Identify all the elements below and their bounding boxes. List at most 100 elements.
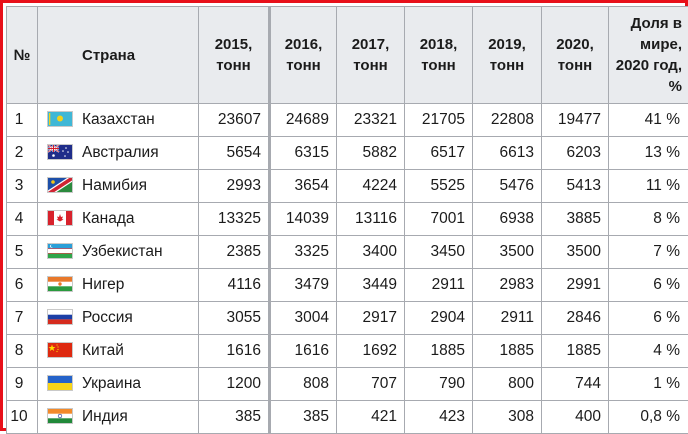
production-2020-cell: 2991 xyxy=(542,269,609,302)
production-2018-cell: 1885 xyxy=(405,335,473,368)
production-2017-cell: 13116 xyxy=(337,203,405,236)
production-2017-cell: 421 xyxy=(337,401,405,434)
production-2020-cell: 3500 xyxy=(542,236,609,269)
production-2018-cell: 6517 xyxy=(405,137,473,170)
header-2016: 2016, тонн xyxy=(270,7,337,104)
country-cell: Украина xyxy=(38,368,199,401)
kazakhstan-flag-icon xyxy=(47,111,73,127)
share-cell: 13 % xyxy=(609,137,688,170)
header-2019: 2019, тонн xyxy=(473,7,542,104)
production-2016-cell: 385 xyxy=(270,401,337,434)
production-2018-cell: 423 xyxy=(405,401,473,434)
uranium-production-table: № Страна 2015, тонн 2016, тонн 2017, тон… xyxy=(6,6,688,434)
country-name: Австралия xyxy=(82,144,159,161)
production-2020-cell: 5413 xyxy=(542,170,609,203)
production-2020-cell: 6203 xyxy=(542,137,609,170)
country-name: Намибия xyxy=(82,177,147,194)
production-2016-cell: 3654 xyxy=(270,170,337,203)
production-2015-cell: 13325 xyxy=(199,203,270,236)
country-name: Канада xyxy=(82,210,135,227)
production-2019-cell: 5476 xyxy=(473,170,542,203)
production-2017-cell: 1692 xyxy=(337,335,405,368)
country-cell: Китай xyxy=(38,335,199,368)
production-2016-cell: 3479 xyxy=(270,269,337,302)
production-2017-cell: 707 xyxy=(337,368,405,401)
production-2020-cell: 19477 xyxy=(542,104,609,137)
share-cell: 6 % xyxy=(609,302,688,335)
country-cell: Россия xyxy=(38,302,199,335)
country-cell: Намибия xyxy=(38,170,199,203)
header-row: № Страна 2015, тонн 2016, тонн 2017, тон… xyxy=(7,7,688,104)
header-share-label: Доля в мире, 2020 год, % xyxy=(609,13,682,97)
production-2015-cell: 2385 xyxy=(199,236,270,269)
rank-cell: 1 xyxy=(7,104,38,137)
production-2017-cell: 2917 xyxy=(337,302,405,335)
production-2016-cell: 808 xyxy=(270,368,337,401)
production-2016-cell: 3004 xyxy=(270,302,337,335)
production-2019-cell: 22808 xyxy=(473,104,542,137)
country-cell: Канада xyxy=(38,203,199,236)
rank-cell: 10 xyxy=(7,401,38,434)
country-name: Узбекистан xyxy=(82,243,163,260)
rank-cell: 7 xyxy=(7,302,38,335)
niger-flag-icon xyxy=(47,276,73,292)
production-2020-cell: 1885 xyxy=(542,335,609,368)
production-2015-cell: 385 xyxy=(199,401,270,434)
header-rank: № xyxy=(7,7,38,104)
production-2016-cell: 6315 xyxy=(270,137,337,170)
header-2015-label: 2015, тонн xyxy=(199,34,268,76)
country-name: Украина xyxy=(82,375,141,392)
country-name: Китай xyxy=(82,342,124,359)
uzbekistan-flag-icon xyxy=(47,243,73,259)
header-2020: 2020, тонн xyxy=(542,7,609,104)
header-2018: 2018, тонн xyxy=(405,7,473,104)
production-2017-cell: 23321 xyxy=(337,104,405,137)
production-2015-cell: 2993 xyxy=(199,170,270,203)
production-2019-cell: 6613 xyxy=(473,137,542,170)
country-name: Россия xyxy=(82,309,133,326)
production-2018-cell: 7001 xyxy=(405,203,473,236)
production-2017-cell: 3449 xyxy=(337,269,405,302)
header-2019-label: 2019, тонн xyxy=(473,34,541,76)
production-2016-cell: 14039 xyxy=(270,203,337,236)
share-cell: 4 % xyxy=(609,335,688,368)
production-2015-cell: 5654 xyxy=(199,137,270,170)
header-2018-label: 2018, тонн xyxy=(405,34,472,76)
country-cell: Австралия xyxy=(38,137,199,170)
production-2020-cell: 400 xyxy=(542,401,609,434)
production-2019-cell: 6938 xyxy=(473,203,542,236)
country-name: Нигер xyxy=(82,276,124,293)
share-cell: 8 % xyxy=(609,203,688,236)
share-cell: 41 % xyxy=(609,104,688,137)
production-2015-cell: 23607 xyxy=(199,104,270,137)
production-2018-cell: 21705 xyxy=(405,104,473,137)
header-country: Страна xyxy=(38,7,199,104)
production-2015-cell: 3055 xyxy=(199,302,270,335)
production-2018-cell: 2911 xyxy=(405,269,473,302)
header-2016-label: 2016, тонн xyxy=(271,34,336,76)
share-cell: 0,8 % xyxy=(609,401,688,434)
canada-flag-icon xyxy=(47,210,73,226)
production-2019-cell: 1885 xyxy=(473,335,542,368)
header-2017: 2017, тонн xyxy=(337,7,405,104)
country-cell: Индия xyxy=(38,401,199,434)
country-cell: Нигер xyxy=(38,269,199,302)
production-2015-cell: 1200 xyxy=(199,368,270,401)
russia-flag-icon xyxy=(47,309,73,325)
australia-flag-icon xyxy=(47,144,73,160)
production-2016-cell: 3325 xyxy=(270,236,337,269)
production-2019-cell: 2911 xyxy=(473,302,542,335)
production-2019-cell: 800 xyxy=(473,368,542,401)
rank-cell: 4 xyxy=(7,203,38,236)
production-2019-cell: 3500 xyxy=(473,236,542,269)
production-2020-cell: 744 xyxy=(542,368,609,401)
share-cell: 6 % xyxy=(609,269,688,302)
